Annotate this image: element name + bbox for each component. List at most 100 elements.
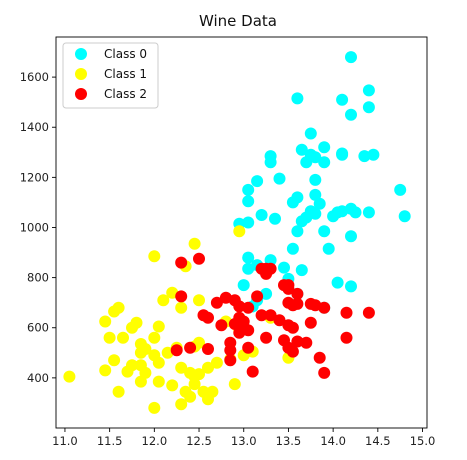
x-tick-label-3: 12.5 (186, 434, 212, 448)
data-point-class-2-56 (318, 366, 331, 379)
y-tick-label-4: 1200 (20, 170, 49, 184)
legend-entry-class-0: Class 0 (75, 47, 147, 61)
legend-label-class-0: Class 0 (104, 47, 147, 61)
data-point-class-2-39 (362, 306, 375, 319)
data-point-class-0-23 (309, 173, 322, 186)
axes-layer: 11.0 11.5 12.0 12.5 13.0 13.5 14.0 14.5 15.0 400 6… (20, 70, 436, 448)
data-point-class-1-24 (108, 354, 121, 367)
data-point-class-0-27 (313, 197, 326, 210)
y-tick-label-2: 800 (27, 271, 49, 285)
data-point-class-1-0 (233, 225, 246, 238)
data-point-class-1-38 (152, 375, 165, 388)
data-point-class-2-51 (224, 344, 237, 357)
data-point-class-0-36 (362, 206, 375, 219)
data-point-class-2-55 (246, 365, 259, 378)
data-point-class-1-1 (188, 237, 201, 250)
data-point-class-0-56 (237, 279, 250, 292)
data-point-class-0-38 (398, 210, 411, 223)
data-point-class-2-24 (202, 311, 214, 324)
data-point-class-2-5 (260, 267, 273, 280)
data-point-class-2-31 (233, 326, 246, 339)
legend: Class 0 Class 1 Class 2 (62, 42, 159, 109)
data-point-class-0-35 (349, 206, 362, 219)
data-point-class-2-7 (291, 287, 304, 300)
data-point-class-2-17 (210, 296, 223, 309)
data-point-class-0-45 (318, 225, 331, 238)
data-point-class-0-18 (264, 156, 277, 169)
data-point-class-1-21 (161, 346, 174, 359)
data-point-class-1-29 (121, 365, 134, 378)
data-point-class-1-53 (228, 378, 241, 391)
data-point-class-0-8 (295, 143, 308, 156)
data-point-class-0-44 (291, 225, 304, 238)
data-point-class-1-37 (134, 375, 147, 388)
data-point-class-2-22 (175, 290, 188, 303)
data-point-class-1-2 (148, 250, 161, 263)
data-point-class-0-43 (295, 215, 308, 228)
data-point-class-2-12 (291, 297, 304, 310)
data-point-class-2-52 (242, 341, 255, 354)
data-point-class-2-1 (193, 252, 205, 265)
data-point-class-0-22 (242, 195, 255, 208)
data-point-class-1-28 (99, 364, 112, 377)
data-point-class-0-19 (273, 172, 286, 185)
data-point-class-0-17 (300, 156, 313, 169)
legend-entry-class-1: Class 1 (75, 67, 147, 81)
data-point-class-1-15 (117, 331, 129, 344)
data-point-class-2-43 (300, 336, 313, 349)
data-point-class-0-7 (318, 141, 331, 154)
data-point-class-2-53 (313, 351, 326, 364)
data-point-class-1-54 (193, 336, 205, 349)
data-point-class-2-25 (215, 319, 228, 332)
data-point-class-1-14 (103, 331, 116, 344)
data-point-class-0-47 (322, 242, 335, 255)
data-point-class-2-47 (170, 344, 183, 357)
data-point-class-0-53 (278, 261, 290, 274)
data-point-class-0-40 (242, 216, 255, 229)
data-point-class-0-26 (291, 191, 304, 204)
data-point-class-2-46 (286, 345, 299, 358)
data-point-class-2-16 (251, 290, 264, 303)
data-point-class-1-17 (148, 331, 161, 344)
data-point-class-2-40 (260, 331, 273, 344)
data-point-class-1-49 (210, 356, 223, 369)
x-tick-label-8: 15.0 (410, 434, 436, 448)
data-point-class-0-16 (318, 156, 331, 169)
y-tick-label-3: 1000 (20, 220, 49, 234)
points-layer (63, 51, 411, 414)
data-point-class-1-27 (152, 356, 165, 369)
data-point-class-0-29 (309, 207, 322, 220)
data-point-class-2-32 (255, 309, 268, 322)
data-point-class-1-7 (157, 294, 170, 307)
data-point-class-2-33 (264, 309, 277, 322)
data-point-class-0-57 (331, 276, 344, 289)
plot-frame (55, 36, 428, 429)
y-tick-label-1: 600 (27, 321, 49, 335)
data-point-class-1-12 (126, 321, 138, 334)
data-point-class-2-49 (202, 343, 214, 355)
data-point-class-2-13 (309, 299, 322, 312)
data-point-class-0-10 (309, 151, 322, 164)
y-tick-label-5: 1400 (20, 120, 49, 134)
data-point-class-2-34 (273, 314, 286, 327)
x-tick-label-1: 11.5 (97, 434, 123, 448)
data-point-class-1-47 (175, 398, 188, 411)
data-point-class-2-0 (175, 256, 188, 269)
data-point-class-1-5 (175, 301, 188, 314)
legend-entry-class-2: Class 2 (75, 87, 147, 101)
x-tick-label-5: 13.5 (276, 434, 302, 448)
data-point-class-0-49 (242, 251, 255, 264)
y-tick-label-0: 400 (27, 371, 49, 385)
data-point-class-2-38 (340, 306, 353, 319)
data-point-class-0-55 (295, 264, 308, 277)
data-point-class-2-36 (286, 321, 299, 334)
legend-marker-class-0 (75, 48, 87, 60)
data-point-class-1-41 (188, 378, 201, 391)
data-point-class-0-21 (242, 183, 255, 196)
x-tick-label-0: 11.0 (52, 434, 78, 448)
data-point-class-0-59 (260, 287, 273, 300)
data-point-class-0-13 (358, 150, 371, 163)
data-point-class-0-14 (367, 148, 380, 161)
data-point-class-2-21 (242, 301, 255, 314)
data-point-class-0-4 (345, 108, 357, 121)
